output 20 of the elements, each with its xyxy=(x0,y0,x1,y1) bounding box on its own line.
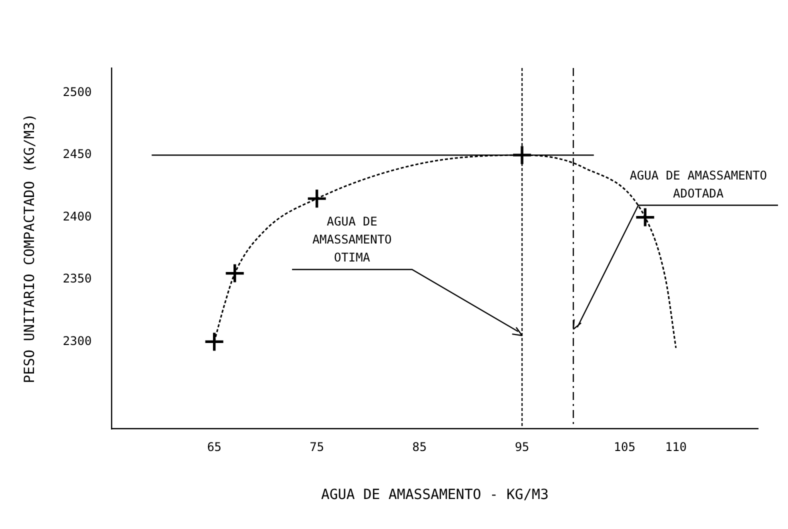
point xyxy=(306,188,328,209)
y-axis-title: PESO UNITARIO COMPACTADO (KG/M3) xyxy=(22,114,38,384)
x-tick-label: 95 xyxy=(514,440,530,454)
y-tick-label: 2400 xyxy=(62,209,92,224)
point xyxy=(512,144,532,166)
x-tick-label: 65 xyxy=(207,440,222,454)
x-tick-label: 85 xyxy=(412,440,427,454)
y-tick-label: 2300 xyxy=(62,334,92,348)
x-axis-title: AGUA DE AMASSAMENTO - KG/M3 xyxy=(321,487,549,504)
point xyxy=(204,331,225,352)
y-tick-label: 2500 xyxy=(62,85,92,100)
y-tick-label: 2350 xyxy=(62,272,92,286)
x-tick-label: 75 xyxy=(310,440,324,454)
annotation: AGUA DE AMASSAMENTO ADOTADA xyxy=(630,168,767,200)
x-tick-label: 110 xyxy=(665,440,687,454)
x-tick-label: 105 xyxy=(614,440,636,454)
point xyxy=(224,262,246,284)
annotation: AGUA DE AMASSAMENTO OTIMA xyxy=(312,214,392,264)
y-tick-label: 2450 xyxy=(62,147,92,162)
point xyxy=(634,206,656,228)
